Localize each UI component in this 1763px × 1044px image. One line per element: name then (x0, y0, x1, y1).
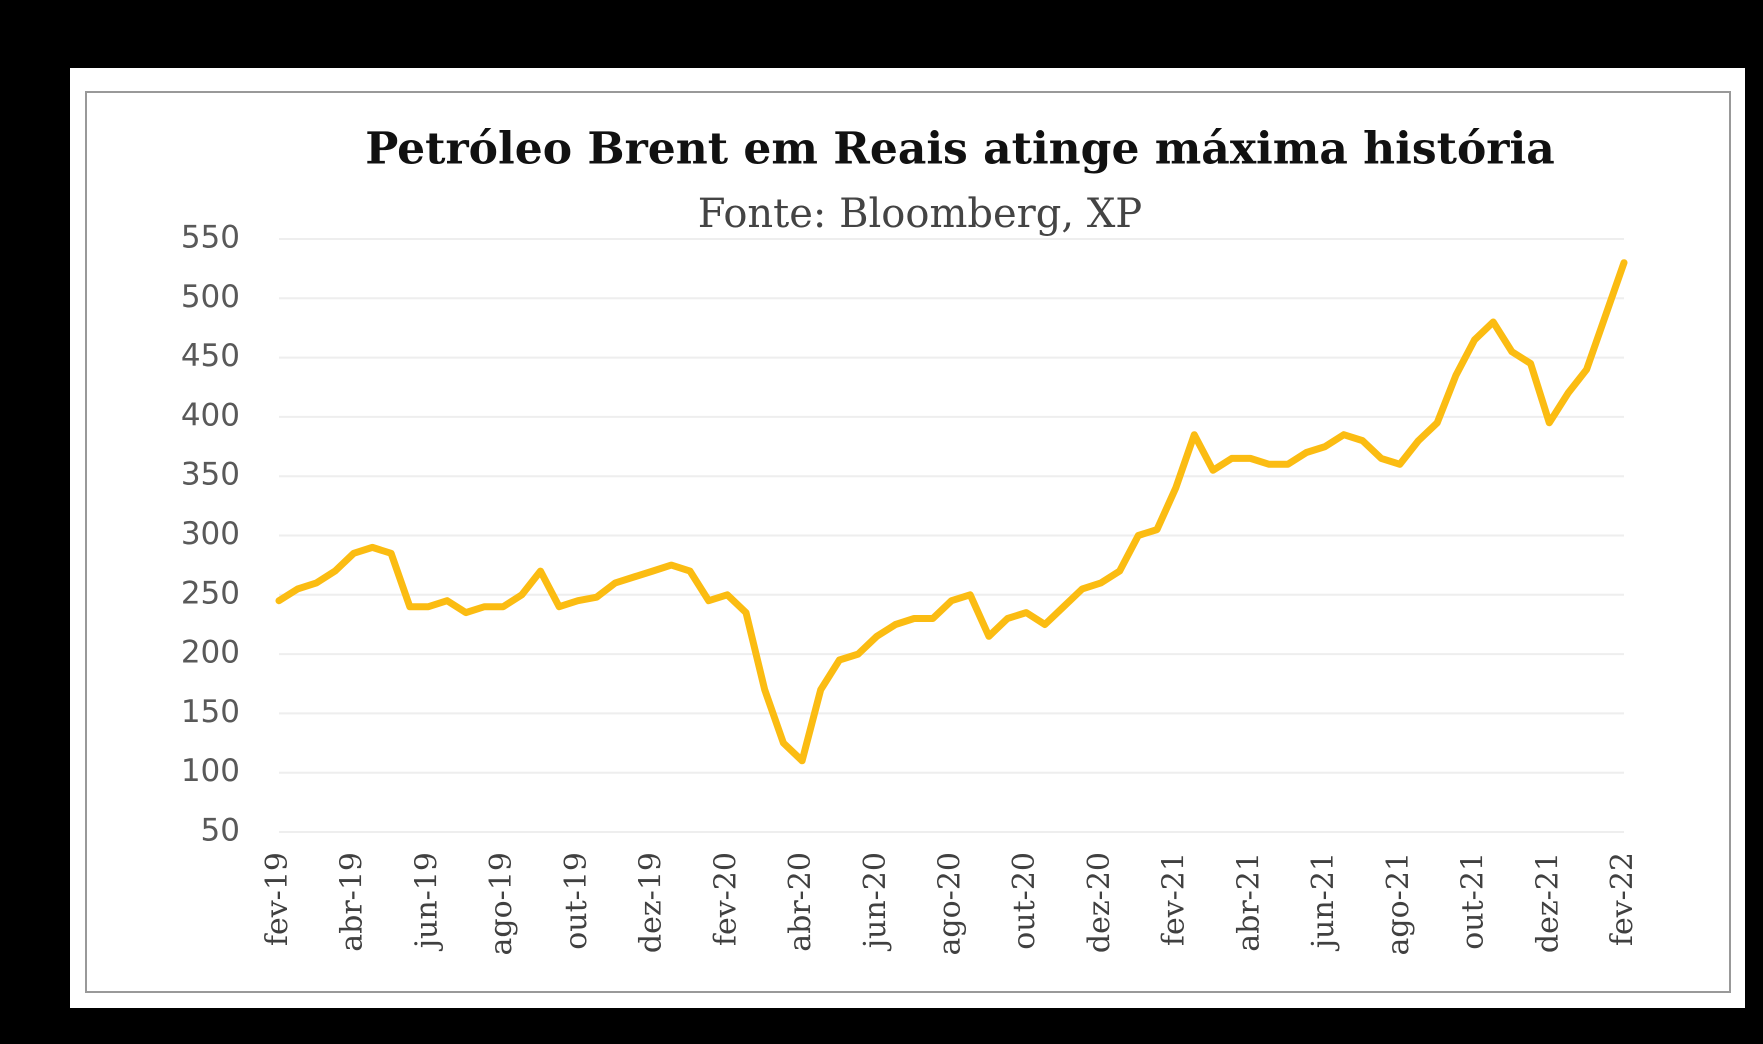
x-tick-label: ago-20 (933, 852, 968, 955)
y-tick-label: 150 (181, 694, 240, 730)
chart-subtitle: Fonte: Bloomberg, XP (698, 191, 1142, 237)
x-tick-label: abr-20 (783, 852, 818, 952)
x-tick-label: fev-21 (1157, 852, 1192, 946)
x-tick-label: fev-19 (260, 852, 295, 946)
y-tick-label: 50 (201, 813, 240, 849)
x-tick-label: fev-22 (1605, 852, 1640, 946)
y-tick-label: 500 (181, 279, 240, 315)
x-tick-label: dez-21 (1530, 852, 1565, 953)
x-tick-label: dez-19 (634, 852, 669, 953)
y-tick-label: 300 (181, 516, 240, 552)
y-tick-label: 250 (181, 575, 240, 611)
x-tick-label: ago-19 (484, 852, 519, 955)
x-tick-label: jun-20 (858, 852, 893, 951)
data-line (275, 259, 1628, 765)
x-tick-label: fev-20 (708, 852, 743, 946)
x-tick-label: out-20 (1007, 852, 1042, 950)
y-tick-label: 450 (181, 338, 240, 374)
y-tick-label: 550 (181, 220, 240, 256)
panel (70, 68, 1745, 1008)
y-tick-label: 350 (181, 457, 240, 493)
x-tick-label: out-19 (559, 852, 594, 950)
chart-border (85, 91, 1731, 993)
y-tick-label: 400 (181, 397, 240, 433)
x-tick-label: out-21 (1456, 852, 1491, 950)
x-tick-label: abr-19 (335, 852, 370, 952)
y-tick-label: 100 (181, 753, 240, 789)
y-tick-label: 200 (181, 635, 240, 671)
x-tick-label: jun-19 (409, 852, 444, 951)
x-tick-label: ago-21 (1381, 852, 1416, 955)
x-tick-label: jun-21 (1306, 852, 1341, 951)
x-tick-label: abr-21 (1231, 852, 1266, 952)
chart-title: Petróleo Brent em Reais atinge máxima hi… (365, 124, 1554, 175)
x-tick-label: dez-20 (1082, 852, 1117, 953)
